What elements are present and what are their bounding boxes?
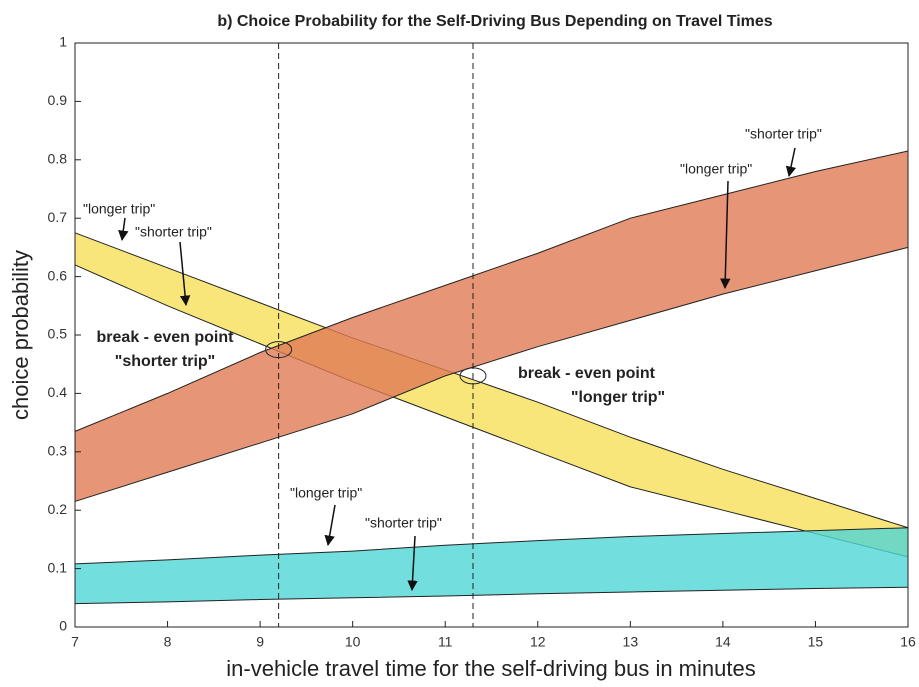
band-edge (74, 150, 909, 432)
y-axis-label: choice probability (8, 250, 33, 420)
band-edge (74, 264, 909, 558)
break-even-marker (265, 341, 293, 359)
y-tick-label: 0.7 (48, 209, 68, 225)
annotation: "shorter trip" (365, 515, 442, 531)
break-even-label: "longer trip" (571, 389, 665, 406)
x-tick-label: 9 (256, 634, 264, 650)
y-tick-label: 0.8 (48, 151, 68, 167)
y-tick-label: 0 (59, 618, 67, 634)
y-tick-label: 0.2 (48, 501, 68, 517)
band-area (75, 232, 908, 557)
break-even-label: break - even point (97, 329, 235, 346)
band-edge (74, 232, 909, 529)
x-tick-label: 8 (164, 634, 172, 650)
band-area (75, 151, 908, 502)
annotation: "longer trip" (680, 161, 752, 177)
x-tick-label: 14 (715, 634, 731, 650)
x-tick-label: 10 (345, 634, 361, 650)
annotation-arrow (118, 217, 129, 242)
x-tick-label: 12 (530, 634, 546, 650)
y-tick-label: 0.3 (48, 443, 68, 459)
x-tick-label: 11 (438, 634, 453, 650)
y-tick-label: 0.6 (48, 267, 68, 283)
annotation-arrow (785, 147, 797, 178)
annotation-arrow (407, 535, 418, 592)
annotation-arrow (720, 180, 731, 290)
x-tick-label: 7 (71, 634, 79, 650)
y-tick-label: 0.9 (48, 92, 68, 108)
x-tick-label: 13 (623, 634, 639, 650)
x-tick-label: 15 (808, 634, 824, 650)
band-area (75, 527, 908, 604)
chart-title: b) Choice Probability for the Self-Drivi… (217, 13, 772, 30)
annotation: "shorter trip" (135, 224, 212, 240)
annotation: "shorter trip" (745, 126, 822, 142)
y-tick-label: 0.1 (48, 559, 68, 575)
y-tick-label: 0.4 (48, 384, 68, 400)
annotation-arrow (179, 241, 191, 307)
annotation: "longer trip" (83, 201, 155, 217)
break-even-label: break - even point (518, 365, 656, 382)
y-tick-label: 1 (59, 34, 67, 50)
x-tick-label: 16 (900, 634, 916, 650)
annotation-arrow (324, 504, 336, 547)
break-even-marker (459, 367, 487, 385)
band-edge (74, 586, 909, 605)
y-tick-label: 0.5 (48, 326, 68, 342)
band-edge (74, 246, 909, 502)
break-even-label: "shorter trip" (115, 353, 216, 370)
band-edge (74, 527, 909, 565)
annotation: "longer trip" (290, 485, 362, 501)
x-axis-label: in-vehicle travel time for the self-driv… (226, 656, 755, 681)
